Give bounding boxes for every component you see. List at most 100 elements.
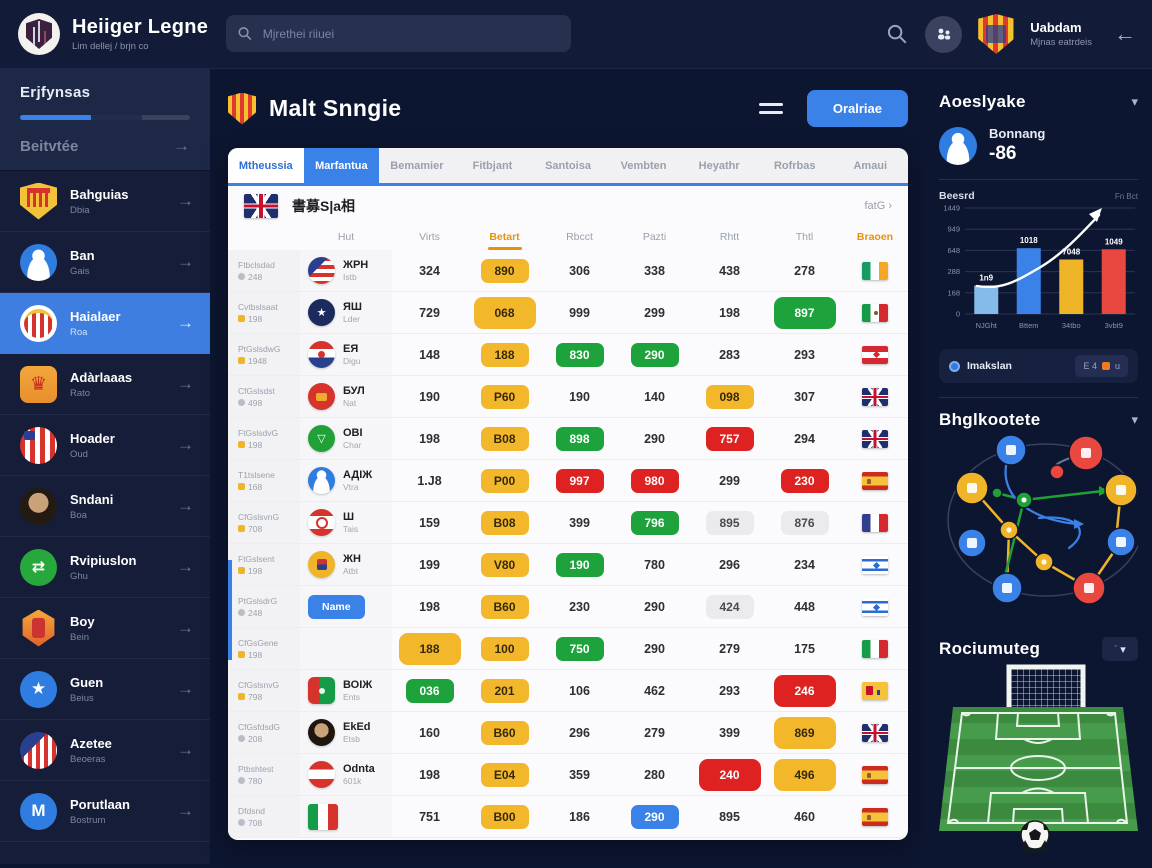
table-row[interactable]: Dfdsnd 708 751 B00 186 290 895 460: [228, 796, 908, 838]
stat-cell: 188: [467, 342, 542, 367]
team-action-button[interactable]: Name: [308, 594, 365, 619]
stat-badge: 098: [705, 384, 754, 409]
column-header-braoen[interactable]: Braoen: [856, 231, 894, 243]
sidebar-item-bahguias[interactable]: Bahguias Dbia →: [0, 171, 210, 232]
stat-cell: B08: [467, 426, 542, 451]
sidebar-item-adàrlaaas[interactable]: Adàrlaaas Rato →: [0, 354, 210, 415]
table-body: Ftbclsdad 248 ЖРН Istb 324 890 306 338 438 278 Cvt…: [228, 250, 908, 838]
column-header-thtl[interactable]: Thtl: [795, 231, 814, 243]
row-label-line2: 198: [238, 440, 300, 450]
stat-cell: 240: [692, 758, 767, 791]
table-row[interactable]: Ptbshtest 780 Odnta 601k 198 E04 359 280 240 496: [228, 754, 908, 796]
chart-title: Beesrd: [939, 190, 975, 202]
table-title: 書募S|a相: [292, 198, 356, 214]
search-input[interactable]: [260, 25, 559, 42]
table-row[interactable]: FtGslsdvG198OBIChar198B08898290757294: [228, 418, 908, 460]
stat-cell: 780: [644, 557, 665, 572]
itflag-team-icon: [308, 803, 338, 830]
stat-cell: V80: [467, 552, 542, 577]
table-row[interactable]: CfGsfdsdG 208 ЕkЕd Etsb 160 B60 296 279 399 869: [228, 712, 908, 754]
column-header-virts[interactable]: Virts: [419, 231, 440, 243]
field-dropdown-button[interactable]: ˆ ▾: [1102, 637, 1138, 661]
table-row[interactable]: Ftbclsdad 248 ЖРН Istb 324 890 306 338 438 278: [228, 250, 908, 292]
sidebar-item-boy[interactable]: Boy Bein →: [0, 598, 210, 659]
table-row[interactable]: CfGsGene 198 188 100 750 290 279 175: [228, 628, 908, 670]
stat-cell: 283: [719, 347, 740, 362]
chevron-down-icon[interactable]: ▾: [1131, 94, 1138, 109]
stat-cell: 198: [419, 599, 440, 614]
table-row[interactable]: Cvtbslsaat198ЯШLder729068999299198897: [228, 292, 908, 334]
legend-meta-box[interactable]: E 4 u: [1075, 355, 1128, 377]
team-cell: АДІЖ Vtra: [300, 460, 392, 501]
search-icon-button[interactable]: [885, 22, 909, 46]
table-more-link[interactable]: fatG ›: [864, 200, 892, 212]
sidebar-item-rvipiuslon[interactable]: Rvipiuslon Ghu →: [0, 537, 210, 598]
team-name-block: ЯШ Lder: [343, 301, 362, 324]
tab-mtheussia[interactable]: Mtheussia: [228, 148, 304, 183]
tactics-button[interactable]: [925, 15, 963, 53]
arrow-right-icon: →: [177, 374, 194, 393]
primary-action-button[interactable]: Oralriae: [806, 90, 908, 127]
tab-bemamier[interactable]: Bemamier: [390, 159, 444, 172]
sidebar: Erjfynsas Beitvtée → Bahguias Dbia → Ban Gai…: [0, 68, 210, 864]
main-content: Malt Snngie Oralriae Mtheussia Marfantua B…: [210, 68, 925, 864]
sidebar-item-label: Rvipiuslon: [70, 552, 137, 568]
menu-icon[interactable]: [758, 98, 783, 119]
tab-fitbjant[interactable]: Fitbjant: [472, 159, 513, 172]
column-header-hut[interactable]: Hut: [337, 231, 355, 243]
greenv-team-icon: [308, 425, 335, 452]
stat-cell: 186: [569, 809, 590, 824]
sidebar-item-text: Adàrlaaas Rato: [70, 370, 177, 399]
tab-santoisa[interactable]: Santoisa: [545, 159, 591, 172]
column-header-betart[interactable]: Betart: [467, 231, 542, 243]
sidebar-collapsed-item[interactable]: Beitvtée →: [20, 136, 190, 156]
table-row[interactable]: CfGslsdst 498 БУЛ Nat 190 P60 190 140 098 307: [228, 376, 908, 418]
chart-legend[interactable]: Imakslan E 4 u: [939, 349, 1138, 383]
row-label: CfGslsnvG 798: [228, 670, 300, 711]
stat-cell: 190: [569, 389, 590, 404]
chevron-down-icon[interactable]: ▾: [1131, 412, 1138, 427]
sidebar-item-azetee[interactable]: Azetee Beoeras →: [0, 720, 210, 781]
table-row[interactable]: FtGslsent 198 ЖН Atbt 199 V80 190 780 296 234: [228, 544, 908, 586]
tab-amaui[interactable]: Amaui: [853, 159, 888, 172]
column-header-rbcct[interactable]: Rbcct: [566, 231, 593, 243]
row-label-value: 498: [248, 397, 263, 408]
row-label: Ftbclsdad 248: [228, 250, 300, 291]
table-row[interactable]: PtGslsdwG 1948 ЕЯ Digu 148 188 830 290 283 293: [228, 334, 908, 376]
tab-marfantua[interactable]: Marfantua: [303, 148, 380, 183]
sidebar-item-hoader[interactable]: Hoader Oud →: [0, 415, 210, 476]
ycrest-team-icon: [308, 551, 335, 578]
tab-heyathr[interactable]: Heyathr: [698, 159, 740, 172]
avatar-team-icon: [308, 719, 335, 746]
flag-cell: [842, 723, 908, 742]
table-row[interactable]: CfGslsnvG 798 ВОІЖ Ents 036 201 106 462 293 246: [228, 670, 908, 712]
stat-cell: 307: [794, 389, 815, 404]
tab-rofrbas[interactable]: Rofrbas: [773, 159, 816, 172]
team-name: АДІЖ: [343, 469, 373, 481]
column-header-pazti[interactable]: Pazti: [642, 231, 667, 243]
sidebar-item-list: BahguiasDbia→BanGais→HaialaerRoa→Adàrlaa…: [0, 171, 210, 842]
back-arrow-icon[interactable]: ←: [1114, 21, 1136, 46]
sidebar-item-haialaer[interactable]: Haialaer Roa →: [0, 293, 210, 354]
flag-fr-icon: [862, 513, 888, 532]
table-row[interactable]: T1tslsene 168 АДІЖ Vtra 1.J8 P00 997 980 299 230: [228, 460, 908, 502]
sidebar-item-porutlaan[interactable]: Porutlaan Bostrum →: [0, 781, 210, 842]
column-header-rhtt[interactable]: Rhtt: [719, 231, 740, 243]
stat-cell: 279: [719, 641, 740, 656]
sidebar-item-sub: Beoeras: [70, 753, 106, 765]
row-label-value: 198: [248, 649, 263, 660]
stat-cell: 324: [419, 263, 440, 278]
right-panel: Aoeslyake ▾ Bonnang -86 Beesrd Fn Bct 14…: [925, 68, 1152, 864]
search-bar[interactable]: [226, 15, 571, 52]
sidebar-item-guen[interactable]: Guen Beius →: [0, 659, 210, 720]
stat-cell: 293: [719, 683, 740, 698]
stat-badge: B60: [480, 594, 529, 619]
table-row[interactable]: CfGslsvnG 708 Ш Tais 159 B08 399 796 895 876: [228, 502, 908, 544]
table-row[interactable]: PtGslsdrG 248 Name 198 B60 230 290 424 448: [228, 586, 908, 628]
sidebar-item-sndani[interactable]: Sndani Boa →: [0, 476, 210, 537]
tab-vembten[interactable]: Vembten: [620, 159, 667, 172]
flag-es-icon: [862, 471, 888, 490]
arrow-right-icon: →: [177, 679, 194, 698]
row-label: CfGslsdst 498: [228, 376, 300, 417]
sidebar-item-ban[interactable]: Ban Gais →: [0, 232, 210, 293]
